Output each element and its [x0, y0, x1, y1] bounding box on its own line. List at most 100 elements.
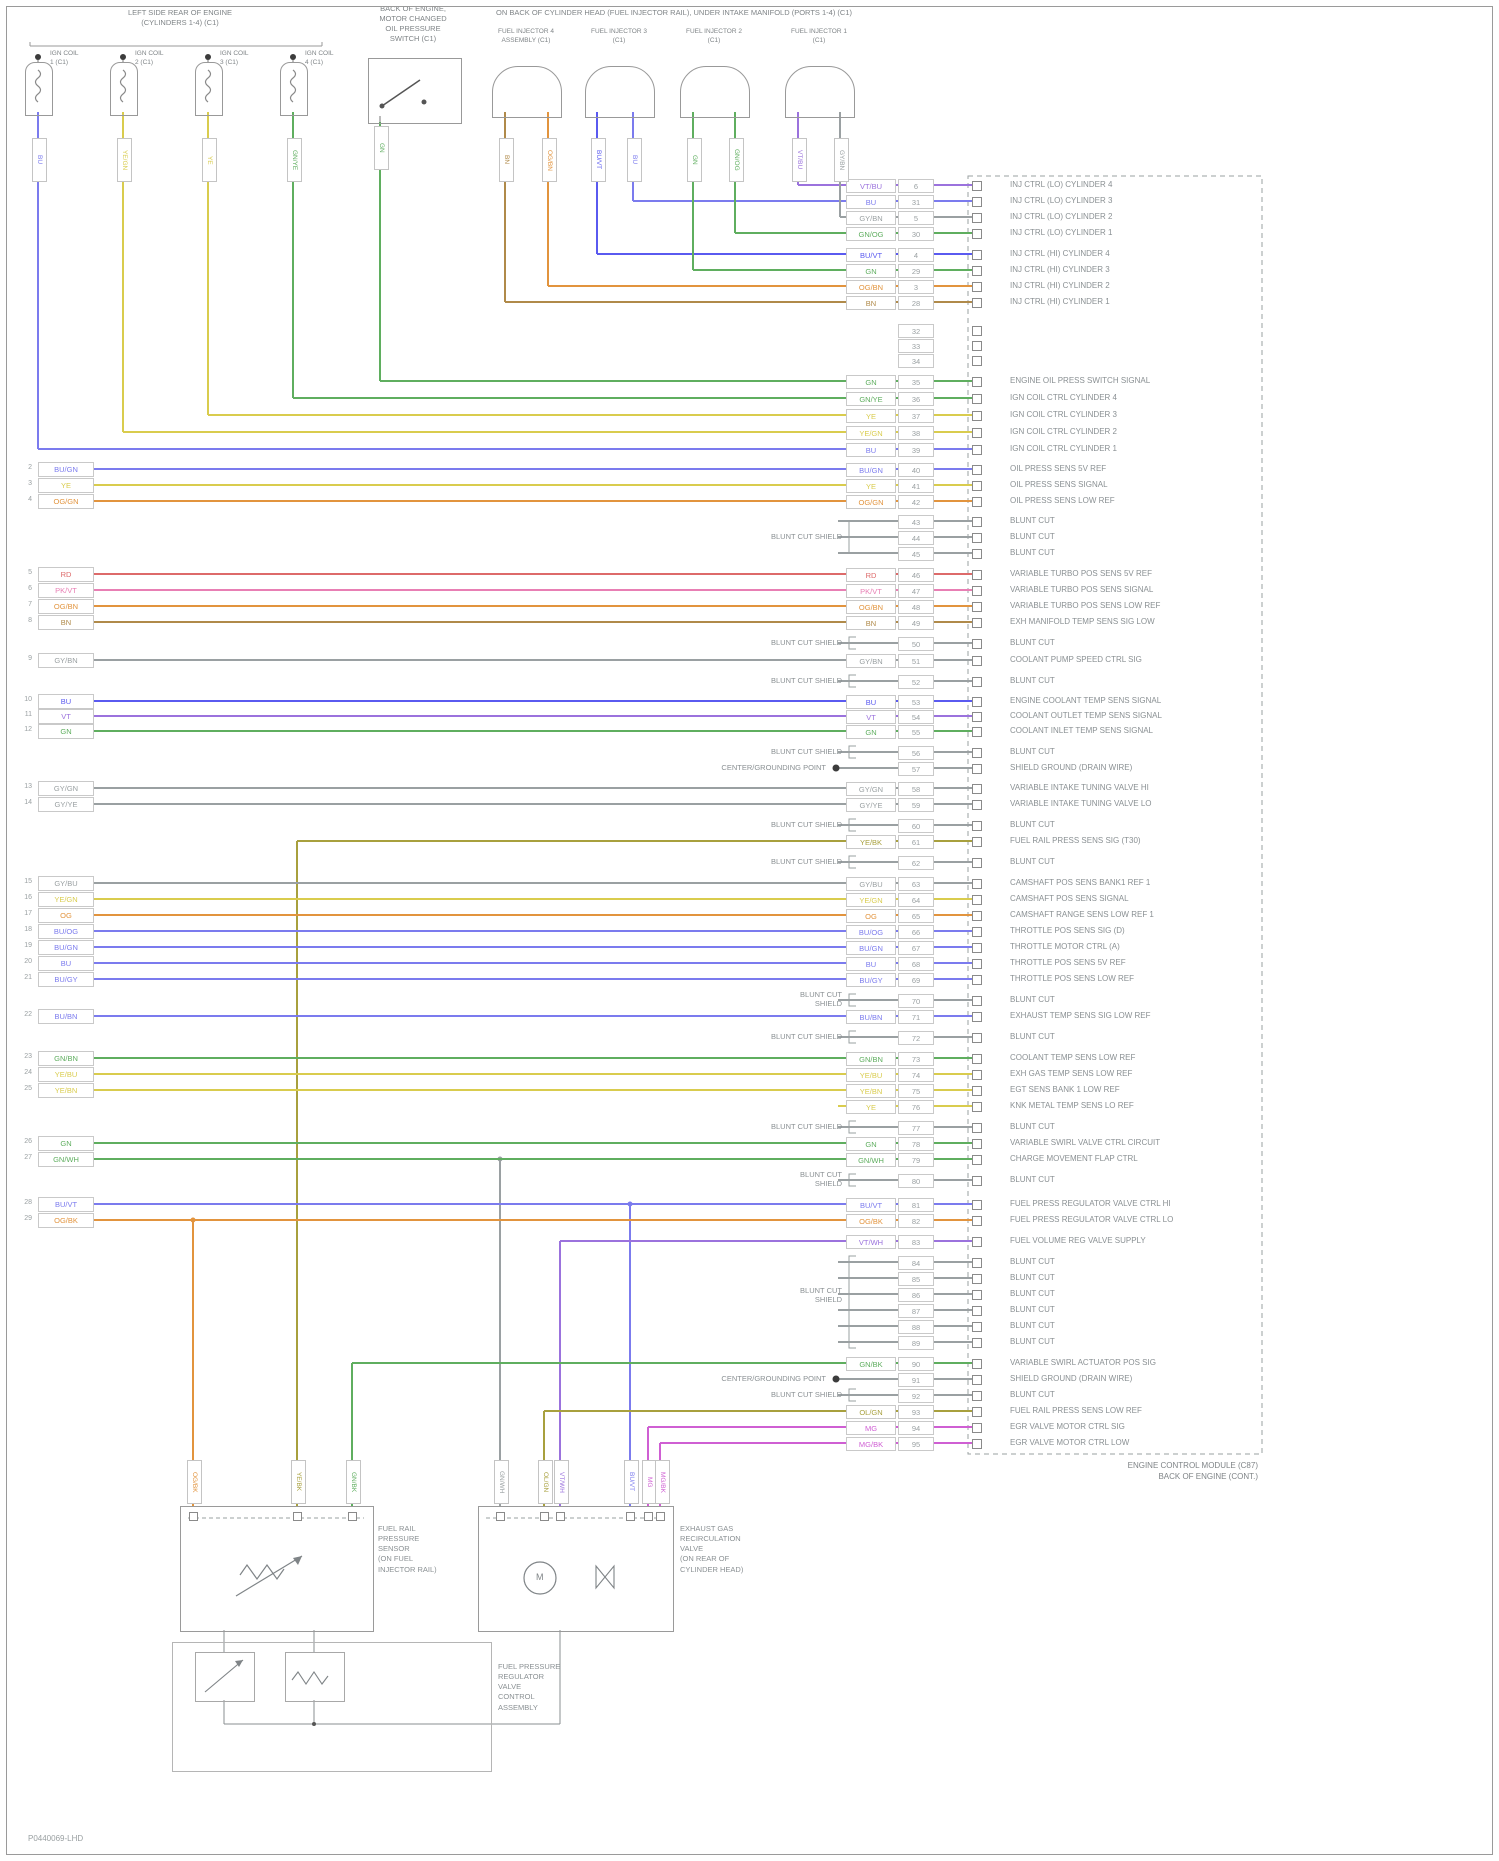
pin-number: 56: [898, 746, 934, 760]
ecm-row-label: CAMSHAFT POS SENS SIGNAL: [1010, 894, 1129, 903]
ecm-row-label: CAMSHAFT RANGE SENS LOW REF 1: [1010, 910, 1154, 919]
pin-number: 63: [898, 877, 934, 891]
shield-label: BLUNT CUT SHIELD: [771, 820, 842, 829]
pin-square: [972, 445, 982, 455]
pin-square: [972, 197, 982, 207]
pin-number: 65: [898, 909, 934, 923]
shield-label: BLUNT CUT SHIELD: [800, 990, 842, 1009]
ecm-row-label: BLUNT CUT: [1010, 1337, 1055, 1346]
pin-square: [972, 748, 982, 758]
pin-square: [972, 356, 982, 366]
wire-code-vertical: YE/BK: [291, 1460, 306, 1504]
ecm-row-label: EXH GAS TEMP SENS LOW REF: [1010, 1069, 1133, 1078]
coil-winding-icon: [119, 69, 127, 103]
wire-code: BU/OG: [846, 925, 896, 939]
ecm-row-label: BLUNT CUT: [1010, 1390, 1055, 1399]
ecm-row-label: INJ CTRL (LO) CYLINDER 4: [1010, 180, 1113, 189]
wire-code: GY/GN: [846, 782, 896, 796]
pin-square: [972, 1155, 982, 1165]
pin-square: [972, 586, 982, 596]
wire-code: OG/BN: [846, 280, 896, 294]
pin-number: 47: [898, 584, 934, 598]
pin-number: 73: [898, 1052, 934, 1066]
ecm-row-label: BLUNT CUT: [1010, 995, 1055, 1004]
pin-square: [972, 1176, 982, 1186]
shield-label: BLUNT CUT SHIELD: [771, 1032, 842, 1041]
ecm-row-label: OIL PRESS SENS 5V REF: [1010, 464, 1107, 473]
wire-stub-code: BN: [38, 615, 94, 630]
stub-number: 21: [24, 974, 32, 981]
wire-code: GN/OG: [846, 227, 896, 241]
pin-number: 51: [898, 654, 934, 668]
wire-code-vertical: GN: [687, 138, 702, 182]
shield-bracket: [848, 745, 856, 759]
pin-square: [348, 1512, 357, 1521]
ecm-row-label: BLUNT CUT: [1010, 1289, 1055, 1298]
ecm-row-label: VARIABLE SWIRL ACTUATOR POS SIG: [1010, 1358, 1156, 1367]
stub-number: 24: [24, 1069, 32, 1076]
wire-stub-code: OG: [38, 908, 94, 923]
ecm-row-label: IGN COIL CTRL CYLINDER 2: [1010, 427, 1117, 436]
coil-winding-icon: [204, 69, 212, 103]
stub-number: 4: [28, 496, 32, 503]
pin-number: 62: [898, 856, 934, 870]
ecm-row-label: VARIABLE TURBO POS SENS SIGNAL: [1010, 585, 1154, 594]
coil-terminal-dot: [120, 54, 126, 60]
pin-number: 35: [898, 375, 934, 389]
wire-stub-code: GN: [38, 1136, 94, 1151]
stub-number: 17: [24, 910, 32, 917]
pin-square: [972, 1033, 982, 1043]
wire-stub-code: GY/BN: [38, 653, 94, 668]
fuel-injector-body: [585, 66, 655, 118]
pin-square: [972, 1290, 982, 1300]
pin-number: 87: [898, 1304, 934, 1318]
wire-stub-code: VT: [38, 709, 94, 724]
shield-label: BLUNT CUT SHIELD: [771, 1122, 842, 1131]
ecm-row-label: KNK METAL TEMP SENS LO REF: [1010, 1101, 1134, 1110]
shield-label: BLUNT CUT SHIELD: [771, 532, 842, 541]
pin-square: [540, 1512, 549, 1521]
wire-stub-code: BU/GY: [38, 972, 94, 987]
wire-code-vertical: OL/GN: [538, 1460, 553, 1504]
pin-number: 93: [898, 1405, 934, 1419]
pin-square: [972, 858, 982, 868]
wire-code: YE: [846, 479, 896, 493]
wire-stub-code: OG/GN: [38, 494, 94, 509]
wire-code-vertical: GN: [374, 126, 389, 170]
stub-number: 16: [24, 894, 32, 901]
ecm-row-label: EGR VALVE MOTOR CTRL LOW: [1010, 1438, 1130, 1447]
coil-label: IGN COIL 1 (C1): [50, 50, 79, 66]
wire-code: GY/BN: [846, 211, 896, 225]
wire-code: BU/VT: [846, 1198, 896, 1212]
pin-number: 36: [898, 392, 934, 406]
pin-square: [972, 181, 982, 191]
pin-square: [972, 618, 982, 628]
wire-stub-code: BU/GN: [38, 462, 94, 477]
ecm-row-label: CAMSHAFT POS SENS BANK1 REF 1: [1010, 878, 1151, 887]
pin-square: [972, 837, 982, 847]
wire-code-vertical: VT/WH: [554, 1460, 569, 1504]
stub-number: 5: [28, 569, 32, 576]
ecm-row-label: BLUNT CUT: [1010, 857, 1055, 866]
shield-bracket: [848, 855, 856, 869]
pin-number: 95: [898, 1437, 934, 1451]
pin-number: 42: [898, 495, 934, 509]
pin-square: [972, 1338, 982, 1348]
wire-code: YE/BU: [846, 1068, 896, 1082]
pin-square: [972, 943, 982, 953]
wire-code: GY/YE: [846, 798, 896, 812]
pin-number: 30: [898, 227, 934, 241]
shield-label: BLUNT CUT SHIELD: [800, 1170, 842, 1189]
pin-square: [972, 911, 982, 921]
pin-number: 3: [898, 280, 934, 294]
ecm-row-label: INJ CTRL (HI) CYLINDER 4: [1010, 249, 1110, 258]
wire-code-vertical: YE/GN: [117, 138, 132, 182]
pin-square: [972, 1359, 982, 1369]
pin-square: [972, 1102, 982, 1112]
pin-number: 43: [898, 515, 934, 529]
shield-bracket: [848, 993, 856, 1007]
wire-stub-code: GY/BU: [38, 876, 94, 891]
oil-pressure-switch-body: [368, 58, 462, 124]
ecm-row-label: THROTTLE MOTOR CTRL (A): [1010, 942, 1120, 951]
ecm-row-label: COOLANT INLET TEMP SENS SIGNAL: [1010, 726, 1154, 735]
